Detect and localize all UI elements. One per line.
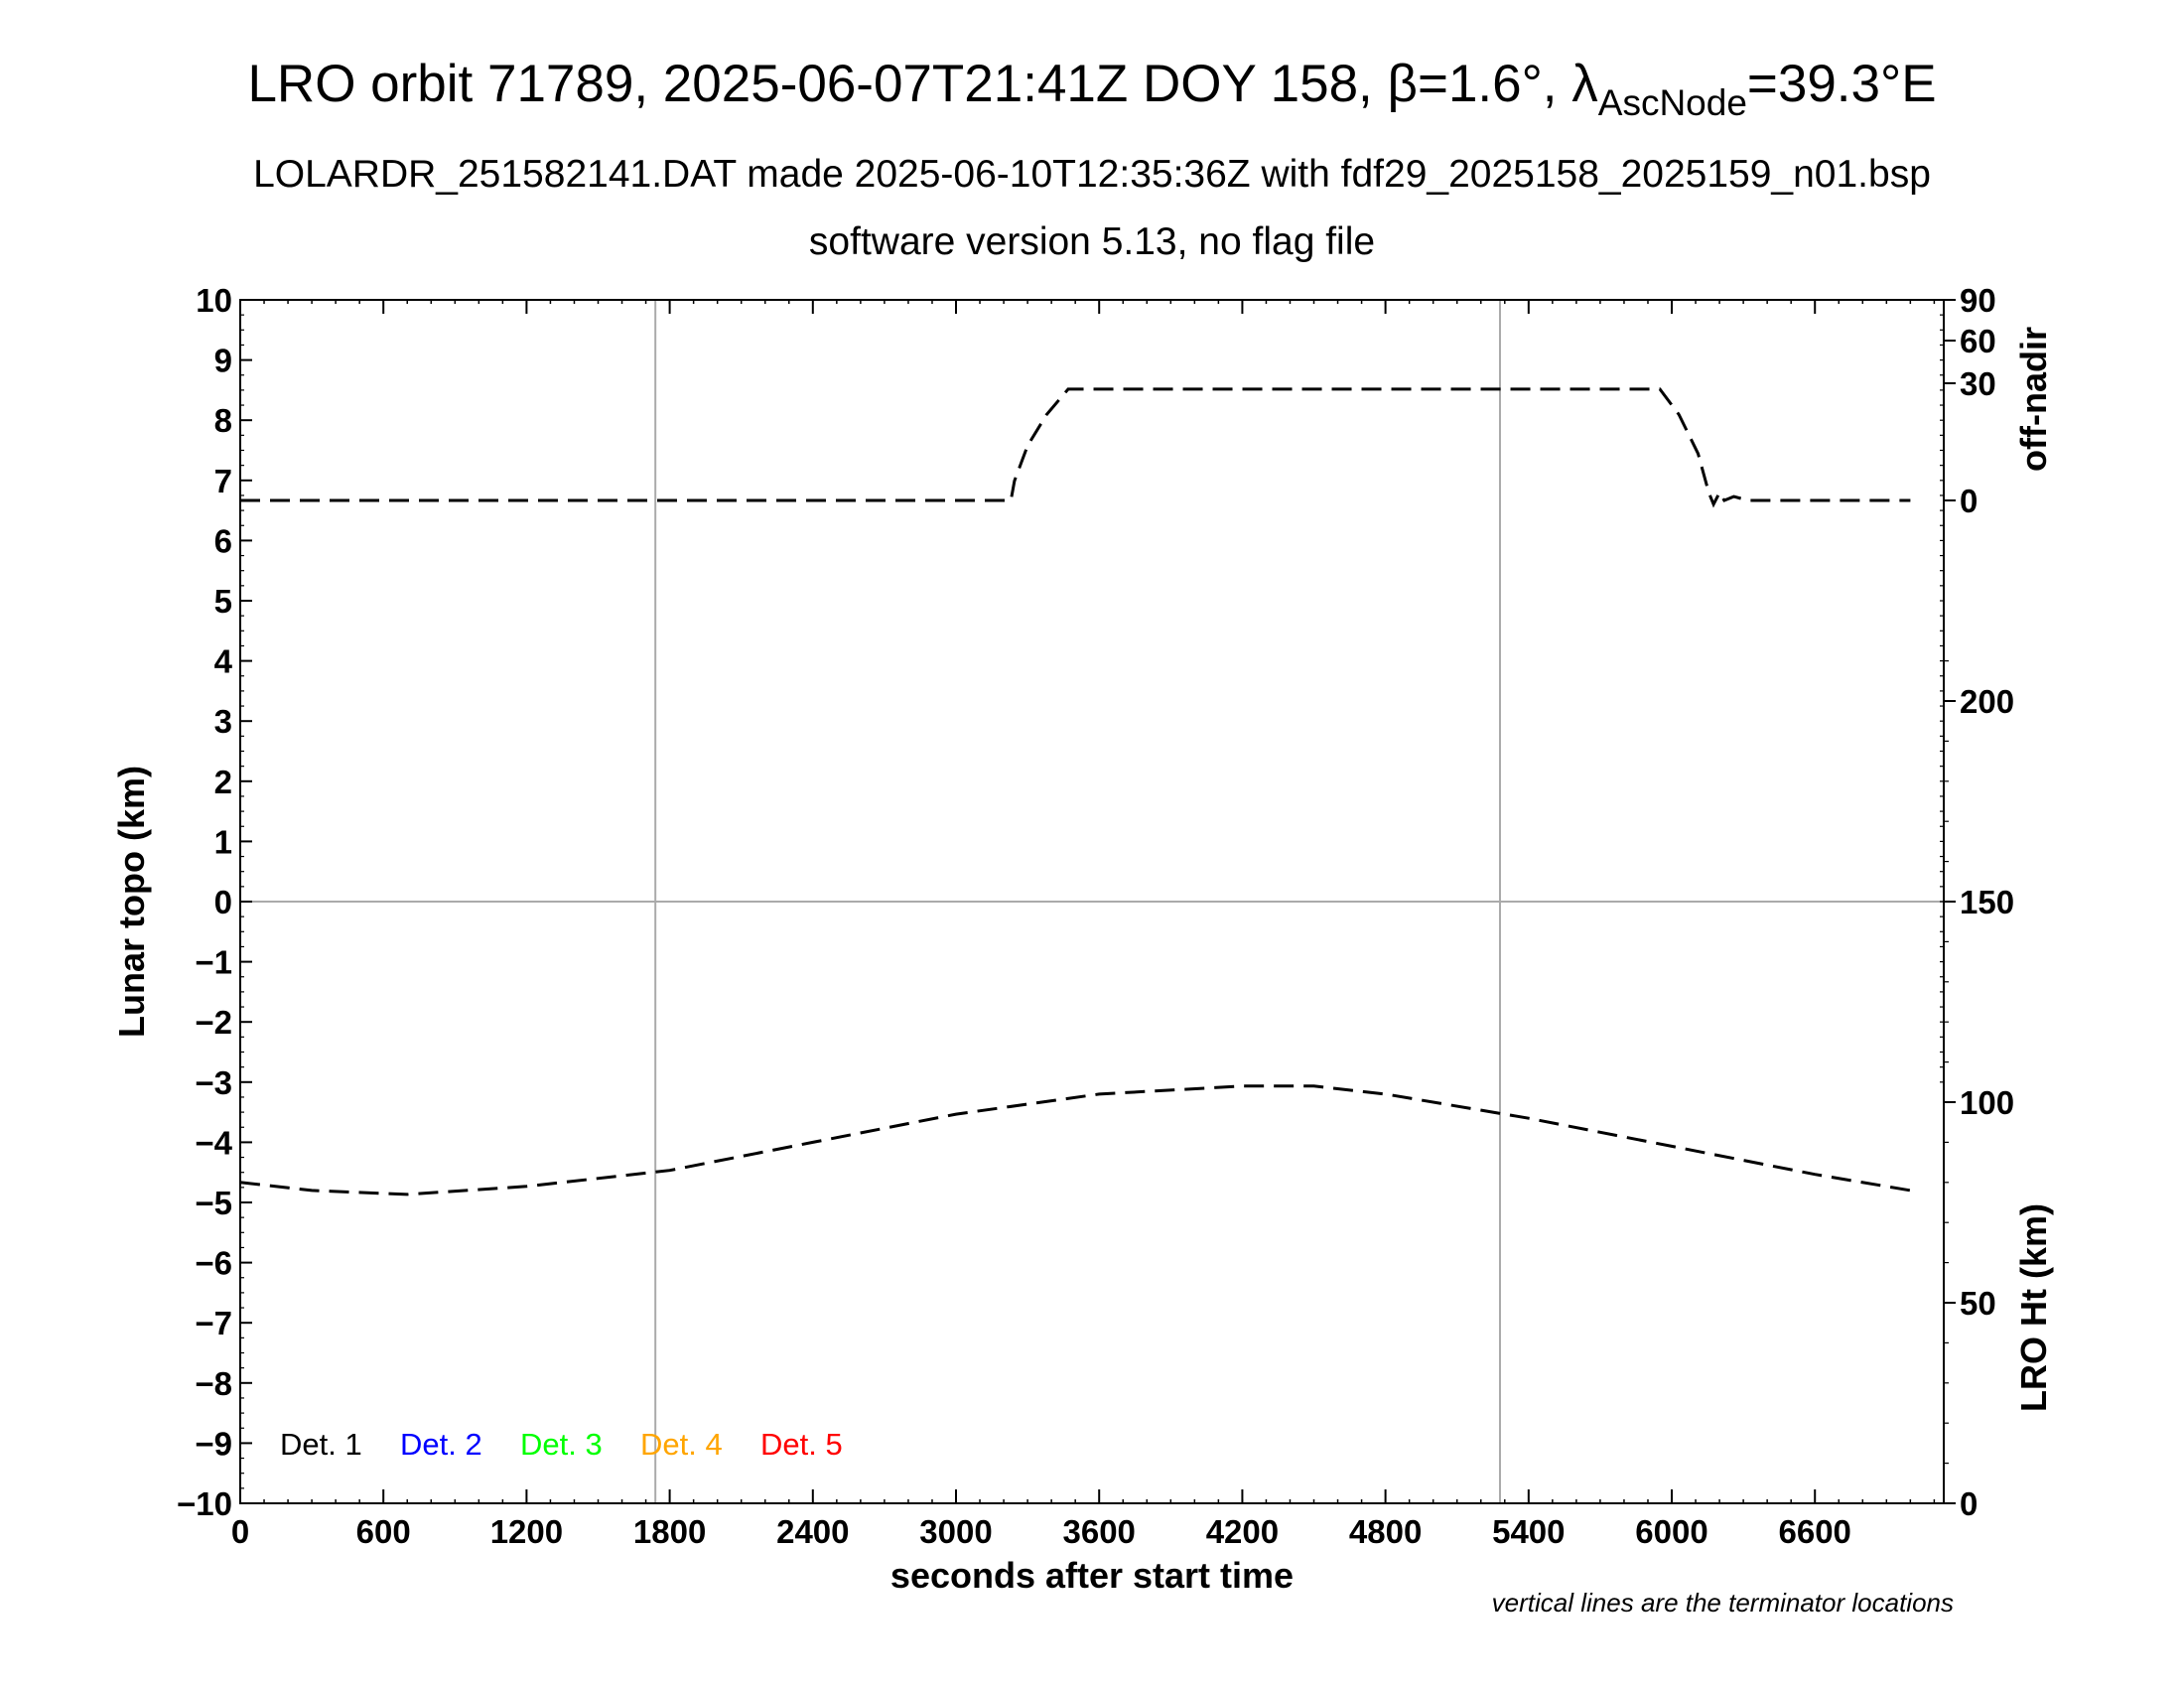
y-left-tick-label: −9 xyxy=(195,1425,232,1462)
x-tick-label: 6000 xyxy=(1635,1513,1707,1550)
x-tick-label: 6600 xyxy=(1779,1513,1851,1550)
off-nadir-tick-label: 60 xyxy=(1960,323,1996,359)
off-nadir-series xyxy=(240,387,1911,508)
chart-subtitle-version: software version 5.13, no flag file xyxy=(809,220,1375,263)
y-left-tick-label: −6 xyxy=(195,1245,232,1282)
off-nadir-tick-label: 0 xyxy=(1960,483,1978,519)
x-tick-label: 0 xyxy=(231,1513,249,1550)
lro-height-tick-label: 0 xyxy=(1960,1485,1978,1522)
y-left-tick-label: −5 xyxy=(195,1185,232,1221)
x-tick-label: 5400 xyxy=(1492,1513,1565,1550)
x-axis-label: seconds after start time xyxy=(890,1555,1294,1596)
y-left-tick-label: −7 xyxy=(195,1305,232,1341)
y-left-tick-label: 3 xyxy=(214,703,232,740)
y-left-tick-label: 8 xyxy=(214,402,232,439)
grid-lines xyxy=(240,300,1944,1503)
y-left-tick-label: 5 xyxy=(214,583,232,620)
y-left-tick-label: 1 xyxy=(214,823,232,860)
y-axis-label-left: Lunar topo (km) xyxy=(111,766,152,1038)
y-left-tick-label: −2 xyxy=(195,1004,232,1041)
y-left-tick-label: 0 xyxy=(214,884,232,920)
off-nadir-tick-label: 90 xyxy=(1960,282,1996,319)
chart-title: LRO orbit 71789, 2025-06-07T21:41Z DOY 1… xyxy=(247,55,1936,123)
legend: Det. 1 Det. 2 Det. 3 Det. 4 Det. 5 xyxy=(280,1427,843,1462)
data-series xyxy=(239,387,1911,1196)
y-left-tick-label: 7 xyxy=(214,463,232,499)
chart-subtitle: LOLARDR_251582141.DAT made 2025-06-10T12… xyxy=(253,153,1931,196)
lro-height-tick-label: 50 xyxy=(1960,1285,1996,1322)
y-left-tick-label: 4 xyxy=(214,643,233,680)
plot-frame xyxy=(239,299,1945,1504)
y-axis-label-lro-height: LRO Ht (km) xyxy=(2013,1203,2054,1412)
x-tick-label: 2400 xyxy=(776,1513,849,1550)
y-left-tick-label: 9 xyxy=(214,343,232,379)
footnote: vertical lines are the terminator locati… xyxy=(1492,1588,1954,1618)
x-tick-label: 1800 xyxy=(633,1513,706,1550)
legend-entry-det-2: Det. 2 xyxy=(400,1427,482,1462)
y-left-tick-label: 2 xyxy=(214,764,232,800)
legend-entry-det-1: Det. 1 xyxy=(280,1427,362,1462)
y-left-tick-label: 10 xyxy=(196,282,232,319)
legend-entry-det-4: Det. 4 xyxy=(640,1427,723,1462)
lro-height-series xyxy=(239,1084,1911,1196)
lro-height-tick-label: 100 xyxy=(1960,1084,2014,1121)
lro-height-tick-label: 150 xyxy=(1960,884,2014,920)
y-left-tick-label: −3 xyxy=(195,1064,232,1101)
x-tick-label: 4800 xyxy=(1349,1513,1422,1550)
x-tick-label: 1200 xyxy=(490,1513,563,1550)
x-tick-label: 3600 xyxy=(1062,1513,1135,1550)
axis-ticks: 0 600 1200 1800 2400 3000 3600 4200 4800 5400 6000… xyxy=(177,282,2014,1550)
legend-entry-det-3: Det. 3 xyxy=(520,1427,603,1462)
y-left-tick-label: 6 xyxy=(214,522,232,559)
y-left-tick-label: −8 xyxy=(195,1365,232,1402)
y-left-tick-label: −4 xyxy=(195,1124,232,1161)
x-tick-label: 3000 xyxy=(919,1513,992,1550)
x-tick-label: 4200 xyxy=(1206,1513,1279,1550)
x-tick-label: 600 xyxy=(356,1513,411,1550)
lro-height-tick-label: 200 xyxy=(1960,683,2014,720)
y-axis-label-off-nadir: off-nadir xyxy=(2013,327,2054,472)
legend-entry-det-5: Det. 5 xyxy=(760,1427,843,1462)
off-nadir-tick-label: 30 xyxy=(1960,365,1996,402)
y-left-tick-label: −1 xyxy=(195,944,232,981)
y-left-tick-label: −10 xyxy=(177,1485,232,1522)
